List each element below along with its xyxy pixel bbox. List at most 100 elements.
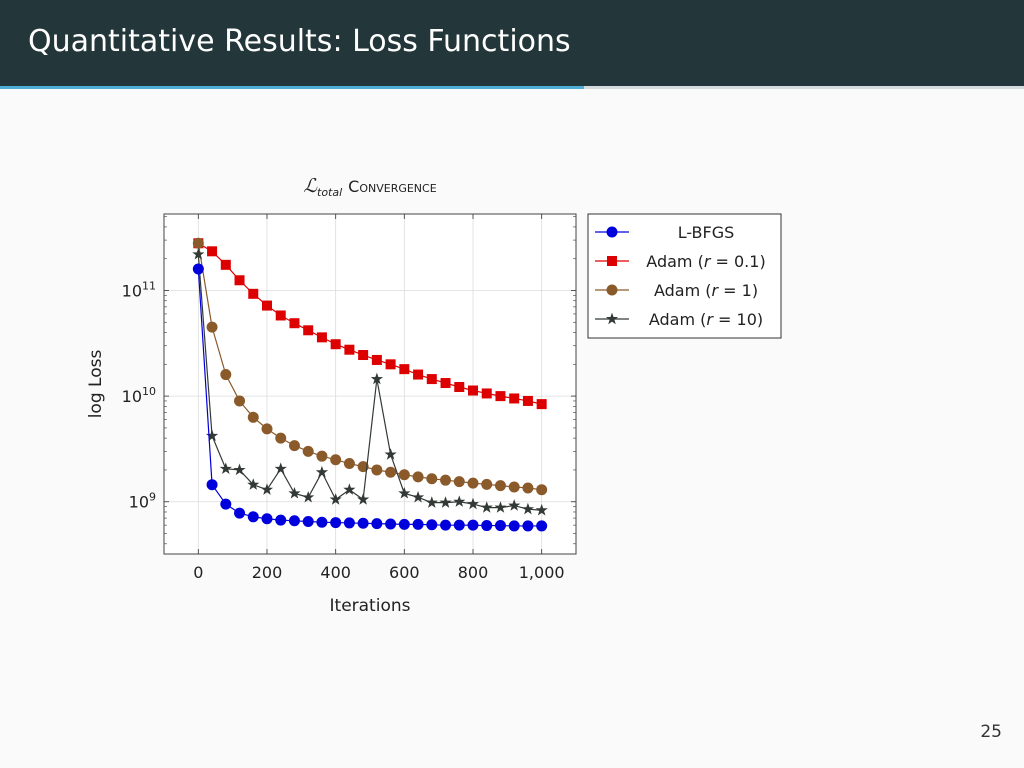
legend-item: Adam (r = 0.1) [595,252,766,271]
x-tick-label: 400 [320,563,351,582]
data-point [316,450,328,462]
data-point [192,247,205,260]
data-point [248,288,259,299]
data-point [370,372,383,385]
data-point [481,388,492,399]
series-0 [192,263,548,532]
progress-bar-fill [0,86,584,89]
data-point [357,461,369,473]
y-axis-label: log Loss [86,350,106,419]
y-tick-label: 1010 [122,385,156,406]
data-point [330,454,342,466]
data-point [481,478,493,490]
data-point [385,518,397,530]
data-point [330,517,342,529]
data-point [536,484,548,496]
data-point [411,490,425,503]
data-point [453,476,465,488]
chart-title: ℒtotal Convergence [303,175,436,199]
data-point [508,499,521,511]
x-tick-label: 800 [458,563,489,582]
data-point [508,520,520,532]
data-point [522,482,534,494]
data-point [536,399,547,410]
data-point [247,411,259,423]
data-point [468,385,478,396]
data-point [399,364,410,375]
data-point [262,300,272,311]
data-point [481,520,493,532]
data-point [453,519,465,531]
data-point [466,497,480,510]
data-point [440,519,452,531]
data-point [412,471,424,483]
data-point [385,466,397,478]
data-point [315,465,329,478]
x-tick-label: 200 [252,563,283,582]
data-point [371,464,383,476]
data-point [398,469,410,481]
x-tick-label: 1,000 [519,563,565,582]
data-point [260,483,274,495]
slide-header: Quantitative Results: Loss Functions [0,0,1024,86]
page-number: 25 [980,722,1002,742]
data-point [440,378,451,389]
data-point [467,519,479,531]
data-point [288,486,301,499]
legend-label: L-BFGS [678,223,735,242]
data-point [343,458,355,470]
data-point [206,479,218,491]
data-point [398,486,411,499]
y-tick-label: 1011 [122,279,156,300]
data-point [536,520,548,532]
data-point [343,517,355,529]
legend-item: Adam (r = 10) [595,310,763,329]
data-point [453,495,466,507]
data-point [426,374,437,385]
data-point [522,395,533,406]
data-point [358,350,369,361]
data-point [192,237,204,249]
slide-title: Quantitative Results: Loss Functions [28,24,571,59]
data-point [426,473,438,485]
data-point [288,515,300,527]
data-point [398,518,410,530]
series-2 [192,237,548,496]
data-point [535,503,548,516]
data-point [494,520,506,532]
data-point [234,507,246,519]
data-point [329,493,342,505]
data-point [207,246,218,257]
data-point [316,332,327,343]
data-point [495,391,506,402]
legend-marker [607,256,617,266]
data-point [344,344,355,355]
data-point [440,474,452,486]
progress-bar [0,86,1024,89]
data-point [343,483,356,495]
data-point [426,519,438,531]
data-point [274,462,287,474]
plot-area [164,214,576,554]
x-tick-label: 0 [193,563,203,582]
data-point [385,359,396,370]
legend-box [587,213,782,339]
x-axis-label: Iterations [330,596,411,616]
data-point [234,275,245,286]
data-point [219,462,232,474]
data-point [302,515,314,527]
legend-label: Adam (r = 0.1) [646,252,765,271]
legend-label: Adam (r = 10) [649,310,763,329]
data-point [522,520,534,532]
data-point [275,432,287,444]
data-point [480,501,493,513]
data-point [509,393,520,404]
legend-marker [606,284,618,296]
series-3 [192,247,548,516]
data-point [206,321,218,333]
data-point [192,263,204,275]
data-point [330,339,341,350]
legend-marker [606,226,618,238]
data-point [439,496,452,508]
